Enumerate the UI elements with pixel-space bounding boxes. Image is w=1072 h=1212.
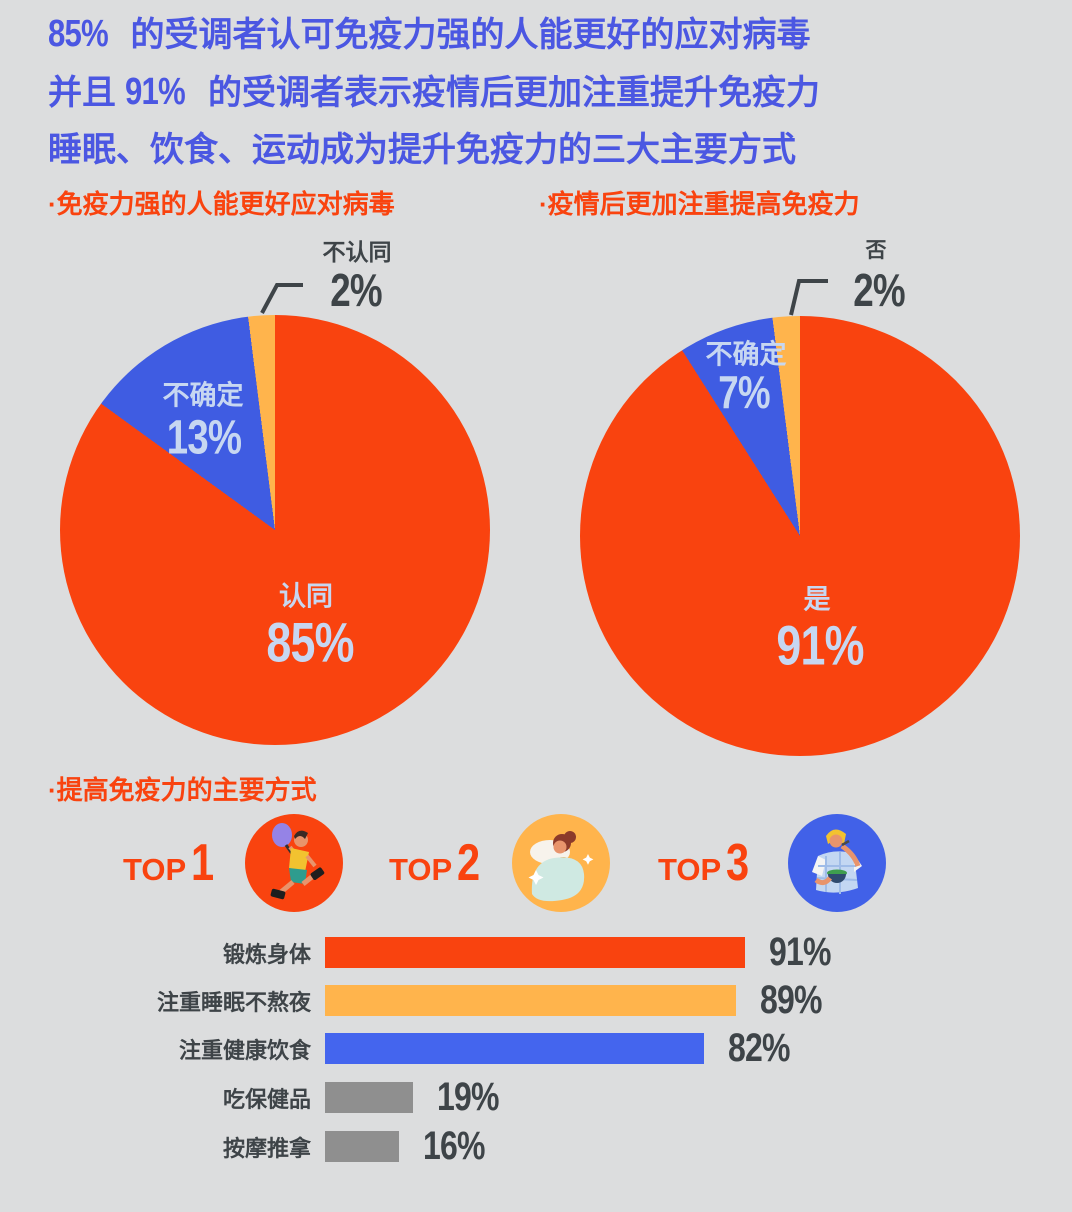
pie2-callout-label: 否 — [865, 239, 887, 262]
bar-category-label: 吃保健品 — [222, 1086, 311, 1112]
pie1-callout-label: 不认同 — [322, 239, 392, 265]
bar-value-label: 91% — [769, 930, 831, 974]
top3-label: TOP 3 — [658, 834, 750, 892]
bar-section-header: ·提高免疫力的主要方式 — [48, 775, 317, 805]
pie1-section-header: ·免疫力强的人能更好应对病毒 — [48, 189, 395, 219]
bar-fill — [325, 985, 736, 1016]
pie-chart-agree — [60, 315, 490, 745]
exercise-person-icon — [245, 814, 343, 912]
bar-value-label: 19% — [437, 1075, 499, 1119]
eating-person-icon — [788, 814, 886, 912]
bar-row: 注重健康饮食 82% — [0, 1026, 805, 1070]
pie2-uncertain-label: 不确定 — [705, 339, 787, 370]
pie2-callout-value: 2% — [853, 264, 905, 316]
pie1-callout-line — [260, 283, 303, 314]
pie-chart-attention — [580, 316, 1020, 756]
title-line-2: 并且 91% 的受调者表示疫情后更加注重提升免疫力 — [48, 64, 820, 122]
sleeping-person-icon — [512, 814, 610, 912]
pie2-yes-value: 91% — [776, 613, 864, 677]
bar-row: 吃保健品 19% — [0, 1075, 514, 1119]
pie1-agree-value: 85% — [266, 610, 354, 674]
bar-row: 锻炼身体 91% — [0, 930, 846, 974]
bar-value-label: 89% — [760, 978, 822, 1022]
bar-fill — [325, 1082, 413, 1113]
pie1-uncertain-label: 不确定 — [162, 380, 244, 411]
bar-category-label: 锻炼身体 — [222, 941, 311, 967]
bar-fill — [325, 1033, 704, 1064]
title-stat-91: 91% — [125, 71, 186, 113]
page-title: 85% 的受调者认可免疫力强的人能更好的应对病毒 并且 91% 的受调者表示疫情… — [48, 6, 820, 179]
bar-fill — [325, 937, 745, 968]
pie2-callout-line — [789, 279, 828, 316]
pie2-section-header: ·疫情后更加注重提高免疫力 — [539, 189, 860, 219]
bar-category-label: 按摩推拿 — [222, 1135, 311, 1161]
title-line-1: 85% 的受调者认可免疫力强的人能更好的应对病毒 — [48, 6, 820, 64]
bar-category-label: 注重健康饮食 — [178, 1037, 311, 1063]
title-stat-85: 85% — [48, 13, 109, 55]
pie1-callout-value: 2% — [330, 264, 382, 316]
pie2-uncertain-value: 7% — [718, 366, 770, 418]
bar-fill — [325, 1131, 399, 1162]
top1-label: TOP 1 — [123, 834, 215, 892]
pie1-uncertain-value: 13% — [166, 411, 242, 465]
bar-row: 按摩推拿 16% — [0, 1124, 500, 1168]
bar-value-label: 82% — [728, 1026, 790, 1070]
bar-category-label: 注重睡眠不熬夜 — [156, 989, 311, 1015]
bar-row: 注重睡眠不熬夜 89% — [0, 978, 837, 1022]
pie1-agree-label: 认同 — [279, 581, 333, 612]
top2-label: TOP 2 — [389, 834, 481, 892]
title-line-3: 睡眠、饮食、运动成为提升免疫力的三大主要方式 — [48, 131, 796, 169]
pie2-yes-label: 是 — [803, 584, 831, 615]
bar-value-label: 16% — [423, 1124, 485, 1168]
